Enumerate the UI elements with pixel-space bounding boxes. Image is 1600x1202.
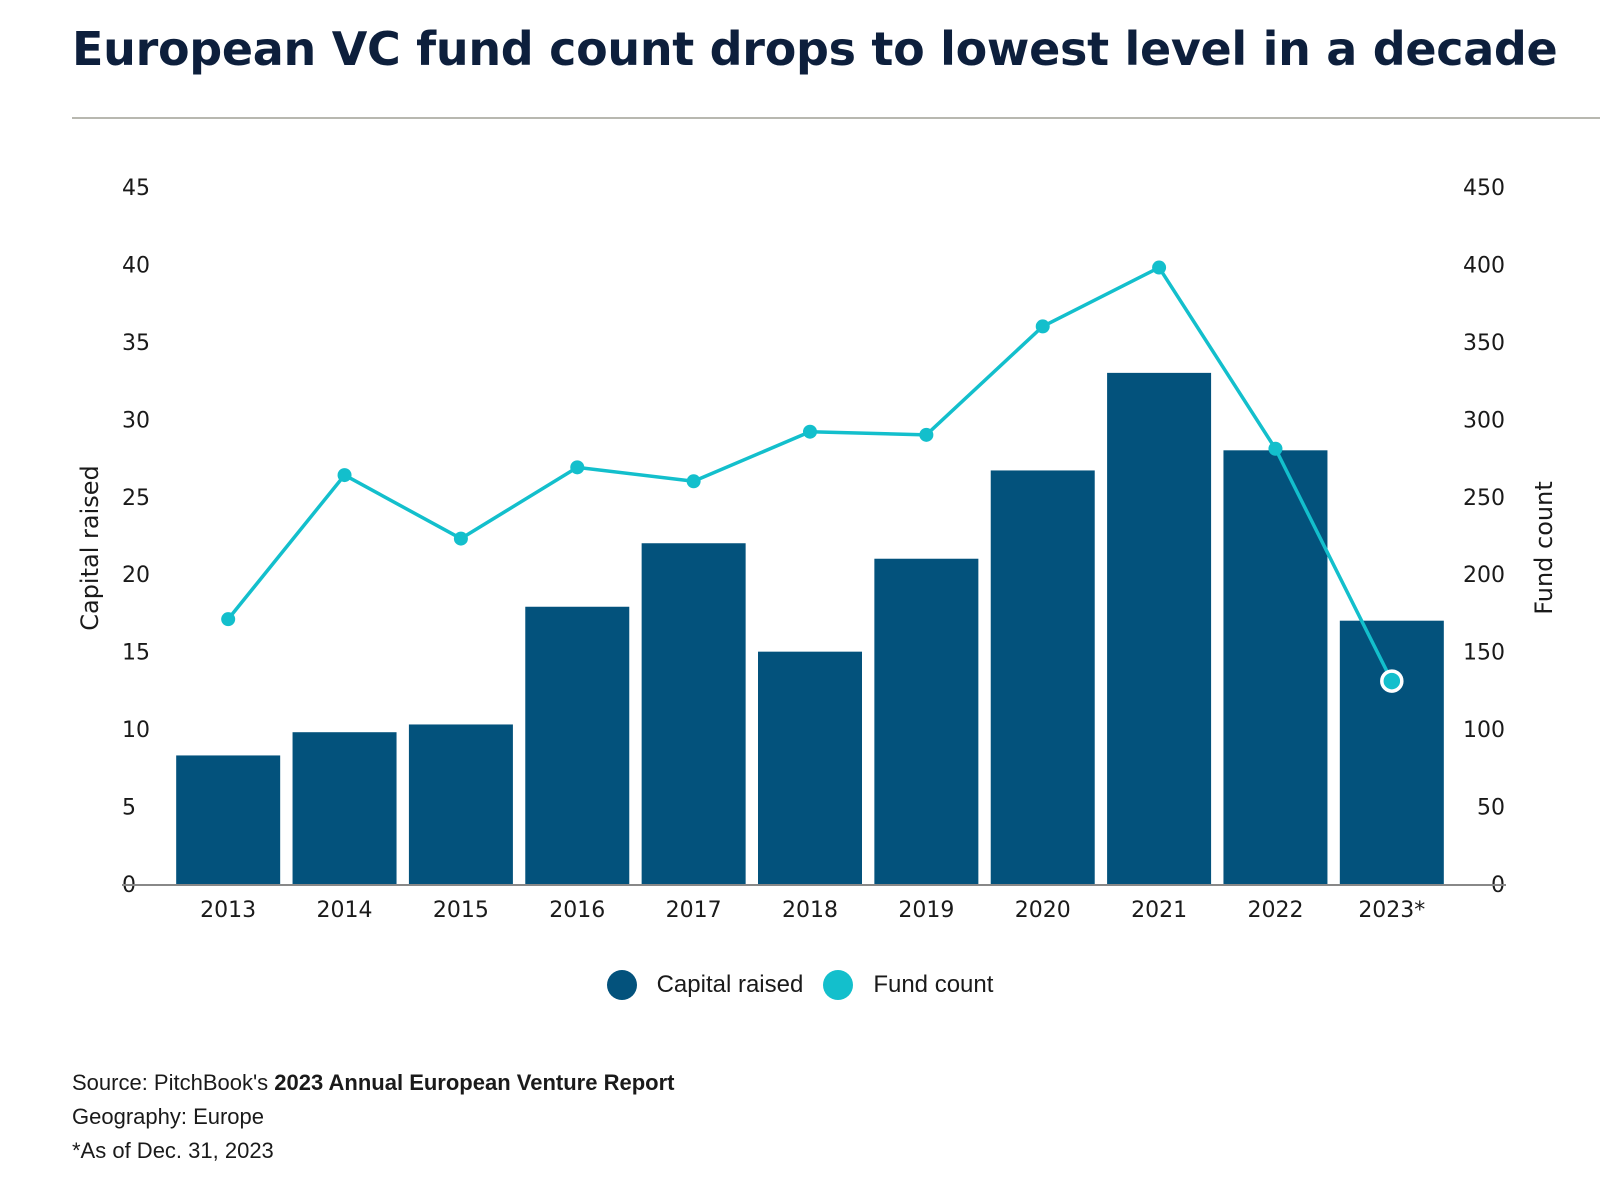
title-divider	[72, 117, 1600, 119]
point-2013	[221, 612, 236, 627]
geography-line: Geography: Europe	[72, 1104, 265, 1129]
legend: Capital raised Fund count	[0, 970, 1600, 1000]
x-axis: 2013 2014 2015 2016 2017 2018 2019 2020 2021 2022…	[200, 898, 1425, 923]
point-2018	[803, 424, 817, 439]
legend-label-capital-raised: Capital raised	[656, 971, 804, 998]
right-tick-100: 100	[1463, 718, 1505, 743]
footer-notes: Source: PitchBook's 2023 Annual European…	[72, 1066, 674, 1168]
bar-2016	[525, 606, 630, 884]
bar-2019	[874, 558, 979, 884]
x-tick-2022: 2022	[1247, 898, 1303, 923]
source-prefix: Source: PitchBook's	[72, 1070, 275, 1095]
left-tick-15: 15	[122, 641, 150, 666]
x-tick-2016: 2016	[549, 898, 605, 923]
x-tick-2013: 2013	[200, 898, 256, 923]
legend-label-fund-count: Fund count	[873, 971, 994, 998]
x-tick-2018: 2018	[782, 898, 838, 923]
bar-2017	[641, 543, 746, 884]
left-tick-35: 35	[122, 331, 150, 356]
bar-2014	[292, 732, 397, 884]
left-tick-40: 40	[122, 253, 150, 278]
right-tick-350: 350	[1463, 331, 1505, 356]
left-tick-45: 45	[122, 176, 150, 201]
x-tick-2023: 2023*	[1358, 898, 1425, 923]
chart-title: European VC fund count drops to lowest l…	[72, 22, 1558, 76]
bar-2020	[990, 470, 1095, 884]
line-series	[221, 260, 1404, 693]
x-tick-2017: 2017	[666, 898, 722, 923]
bar-series	[176, 372, 1444, 884]
point-2014	[337, 468, 352, 483]
bar-2015	[408, 724, 513, 884]
point-2019	[919, 427, 934, 442]
right-tick-300: 300	[1463, 408, 1505, 433]
left-tick-25: 25	[122, 486, 150, 511]
point-2017	[686, 474, 701, 489]
source-report-name: 2023 Annual European Venture Report	[274, 1070, 675, 1095]
capital-raised-swatch	[606, 970, 637, 1000]
fund-count-line	[226, 265, 1394, 682]
legend-item-fund-count: Fund count	[823, 970, 993, 1000]
left-tick-5: 5	[122, 796, 136, 821]
left-tick-10: 10	[122, 718, 150, 743]
x-tick-2015: 2015	[433, 898, 489, 923]
left-axis-title: Capital raised	[76, 465, 104, 631]
right-tick-250: 250	[1463, 486, 1505, 511]
point-2015	[453, 531, 468, 546]
right-tick-450: 450	[1463, 176, 1505, 201]
point-2020	[1035, 319, 1050, 334]
point-2023	[1380, 669, 1404, 693]
left-tick-30: 30	[122, 408, 150, 433]
right-tick-200: 200	[1463, 563, 1505, 588]
left-tick-20: 20	[122, 563, 150, 588]
right-axis-title: Fund count	[1530, 481, 1558, 615]
fund-count-swatch	[823, 970, 854, 1000]
bar-2021	[1107, 372, 1212, 884]
x-tick-2021: 2021	[1131, 898, 1187, 923]
right-tick-400: 400	[1463, 253, 1505, 278]
bar-2023	[1339, 620, 1444, 884]
bar-2018	[758, 651, 862, 884]
legend-item-capital-raised: Capital raised	[606, 970, 804, 1000]
footnote-line: *As of Dec. 31, 2023	[72, 1138, 274, 1163]
right-tick-50: 50	[1477, 796, 1505, 821]
x-tick-2020: 2020	[1015, 898, 1071, 923]
point-2021	[1152, 260, 1167, 275]
point-2016	[570, 460, 585, 475]
point-2022	[1268, 441, 1283, 456]
source-line: Source: PitchBook's 2023 Annual European…	[72, 1066, 674, 1100]
bar-2022	[1223, 450, 1328, 884]
right-tick-150: 150	[1463, 641, 1505, 666]
x-tick-2019: 2019	[898, 898, 954, 923]
x-tick-2014: 2014	[317, 898, 373, 923]
bar-2013	[176, 755, 281, 884]
